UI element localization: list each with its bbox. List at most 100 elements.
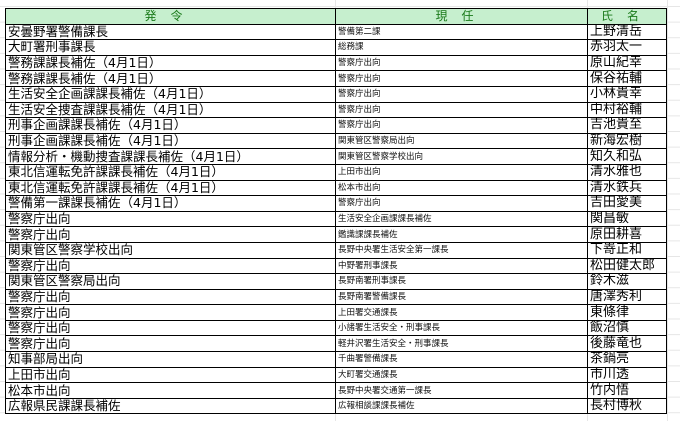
current-post-cell: 警察庁出向 bbox=[335, 101, 588, 119]
appointment-cell: 警察庁出向 bbox=[5, 226, 336, 243]
table-row: 知事部局出向 千曲署警備課長 茶鍋亮 bbox=[5, 351, 667, 368]
appointment-cell: 広報県民課課長補佐 bbox=[5, 397, 336, 415]
current-post-cell: 大町署交通課長 bbox=[335, 366, 588, 384]
current-post-cell: 長野南署刑事課長 bbox=[335, 273, 588, 290]
name-cell: 赤羽太一 bbox=[587, 39, 667, 56]
appointment-cell: 刑事企画課課長補佐（4月1日） bbox=[5, 117, 336, 134]
table-row: 警備第一課課長補佐（4月1日） 警察庁出向 吉田愛美 bbox=[5, 195, 667, 212]
current-post-cell: 関東管区警察学校出向 bbox=[335, 148, 588, 165]
table-row: 関東管区警察局出向 長野南署刑事課長 鈴木滋 bbox=[5, 273, 667, 290]
appointment-cell: 東北信運転免許課課長補佐（4月1日） bbox=[5, 163, 336, 181]
appointment-cell: 知事部局出向 bbox=[5, 351, 336, 368]
name-cell: 新海宏樹 bbox=[587, 132, 667, 150]
table-row: 生活安全企画課課長補佐（4月1日） 警察庁出向 小林貴幸 bbox=[5, 85, 667, 103]
appointment-cell: 上田市出向 bbox=[5, 366, 336, 384]
appointment-cell: 東北信運転免許課課長補佐（4月1日） bbox=[5, 179, 336, 197]
current-post-cell: 軽井沢署生活安全・刑事課長 bbox=[335, 335, 588, 353]
table-row: 情報分析・機動捜査課課長補佐（4月1日） 関東管区警察学校出向 知久和弘 bbox=[5, 148, 667, 165]
header-current-post: 現任 bbox=[335, 8, 588, 25]
appointment-cell: 情報分析・機動捜査課課長補佐（4月1日） bbox=[5, 148, 336, 165]
table-row: 大町署刑事課長 総務課 赤羽太一 bbox=[5, 39, 667, 56]
name-cell: 東條律 bbox=[587, 304, 667, 321]
current-post-cell: 千曲署警備課長 bbox=[335, 351, 588, 368]
name-cell: 清水雅也 bbox=[587, 163, 667, 181]
table-row: 警務課課長補佐（4月1日） 警察庁出向 原山紀幸 bbox=[5, 54, 667, 72]
header-row: 発令 現任 氏名 bbox=[5, 8, 667, 25]
name-cell: 関昌敏 bbox=[587, 210, 667, 228]
name-cell: 吉池貴至 bbox=[587, 117, 667, 134]
appointment-cell: 警察庁出向 bbox=[5, 257, 336, 275]
current-post-cell: 松本市出向 bbox=[335, 179, 588, 197]
current-post-cell: 広報相談課課長補佐 bbox=[335, 397, 588, 415]
name-cell: 松田健太郎 bbox=[587, 257, 667, 275]
name-cell: 原山紀幸 bbox=[587, 54, 667, 72]
name-cell: 上野清岳 bbox=[587, 23, 667, 41]
table-row: 警察庁出向 生活安全企画課課長補佐 関昌敏 bbox=[5, 210, 667, 228]
table-row: 刑事企画課課長補佐（4月1日） 警察庁出向 吉池貴至 bbox=[5, 117, 667, 134]
name-cell: 下嵜正和 bbox=[587, 241, 667, 259]
appointment-cell: 大町署刑事課長 bbox=[5, 39, 336, 56]
table-row: 警察庁出向 中野署刑事課長 松田健太郎 bbox=[5, 257, 667, 275]
name-cell: 鈴木滋 bbox=[587, 273, 667, 290]
current-post-cell: 警察庁出向 bbox=[335, 195, 588, 212]
current-post-cell: 警察庁出向 bbox=[335, 117, 588, 134]
current-post-cell: 関東管区警察局出向 bbox=[335, 132, 588, 150]
table-row: 安曇野署警備課長 警備第二課 上野清岳 bbox=[5, 23, 667, 41]
current-post-cell: 生活安全企画課課長補佐 bbox=[335, 210, 588, 228]
appointment-cell: 生活安全企画課課長補佐（4月1日） bbox=[5, 85, 336, 103]
appointment-cell: 警務課課長補佐（4月1日） bbox=[5, 70, 336, 87]
table-row: 広報県民課課長補佐 広報相談課課長補佐 長村博秋 bbox=[5, 397, 667, 415]
name-cell: 小林貴幸 bbox=[587, 85, 667, 103]
name-cell: 知久和弘 bbox=[587, 148, 667, 165]
name-cell: 原田耕喜 bbox=[587, 226, 667, 243]
current-post-cell: 警備第二課 bbox=[335, 23, 588, 41]
header-appointment: 発令 bbox=[5, 8, 336, 25]
appointment-cell: 警察庁出向 bbox=[5, 210, 336, 228]
table-row: 警察庁出向 軽井沢署生活安全・刑事課長 後藤竜也 bbox=[5, 335, 667, 353]
appointment-cell: 警察庁出向 bbox=[5, 304, 336, 321]
current-post-cell: 上田署交通課長 bbox=[335, 304, 588, 321]
appointment-cell: 松本市出向 bbox=[5, 382, 336, 399]
table-row: 東北信運転免許課課長補佐（4月1日） 松本市出向 清水鉄兵 bbox=[5, 179, 667, 197]
appointment-cell: 警察庁出向 bbox=[5, 335, 336, 353]
table-row: 生活安全捜査課課長補佐（4月1日） 警察庁出向 中村裕輔 bbox=[5, 101, 667, 119]
current-post-cell: 鑑識課課長補佐 bbox=[335, 226, 588, 243]
table-row: 警察庁出向 鑑識課課長補佐 原田耕喜 bbox=[5, 226, 667, 243]
name-cell: 唐澤秀利 bbox=[587, 288, 667, 306]
table-row: 警察庁出向 小諸署生活安全・刑事課長 飯沼慎 bbox=[5, 319, 667, 337]
appointment-cell: 生活安全捜査課課長補佐（4月1日） bbox=[5, 101, 336, 119]
current-post-cell: 総務課 bbox=[335, 39, 588, 56]
name-cell: 竹内悟 bbox=[587, 382, 667, 399]
table-row: 松本市出向 長野中央署交通第一課長 竹内悟 bbox=[5, 382, 667, 399]
current-post-cell: 警察庁出向 bbox=[335, 54, 588, 72]
table-row: 警察庁出向 上田署交通課長 東條律 bbox=[5, 304, 667, 321]
name-cell: 中村裕輔 bbox=[587, 101, 667, 119]
current-post-cell: 上田市出向 bbox=[335, 163, 588, 181]
table-row: 警務課課長補佐（4月1日） 警察庁出向 保谷祐輔 bbox=[5, 70, 667, 87]
name-cell: 保谷祐輔 bbox=[587, 70, 667, 87]
name-cell: 清水鉄兵 bbox=[587, 179, 667, 197]
appointment-cell: 警備第一課課長補佐（4月1日） bbox=[5, 195, 336, 212]
appointment-cell: 警察庁出向 bbox=[5, 288, 336, 306]
name-cell: 市川透 bbox=[587, 366, 667, 384]
appointment-cell: 関東管区警察局出向 bbox=[5, 273, 336, 290]
current-post-cell: 長野中央署交通第一課長 bbox=[335, 382, 588, 399]
name-cell: 吉田愛美 bbox=[587, 195, 667, 212]
current-post-cell: 警察庁出向 bbox=[335, 85, 588, 103]
table-row: 上田市出向 大町署交通課長 市川透 bbox=[5, 366, 667, 384]
name-cell: 長村博秋 bbox=[587, 397, 667, 415]
appointment-cell: 安曇野署警備課長 bbox=[5, 23, 336, 41]
current-post-cell: 小諸署生活安全・刑事課長 bbox=[335, 319, 588, 337]
appointment-cell: 関東管区警察学校出向 bbox=[5, 241, 336, 259]
name-cell: 飯沼慎 bbox=[587, 319, 667, 337]
current-post-cell: 長野南署警備課長 bbox=[335, 288, 588, 306]
name-cell: 茶鍋亮 bbox=[587, 351, 667, 368]
appointment-cell: 警察庁出向 bbox=[5, 319, 336, 337]
appointment-cell: 刑事企画課課長補佐（4月1日） bbox=[5, 132, 336, 150]
current-post-cell: 長野中央署生活安全第一課長 bbox=[335, 241, 588, 259]
name-cell: 後藤竜也 bbox=[587, 335, 667, 353]
appointment-cell: 警務課課長補佐（4月1日） bbox=[5, 54, 336, 72]
current-post-cell: 警察庁出向 bbox=[335, 70, 588, 87]
personnel-table: 発令 現任 氏名 安曇野署警備課長 警備第二課 上野清岳 大町署刑事課長 総務課 赤羽太一… bbox=[5, 8, 667, 415]
personnel-table-wrapper: 発令 現任 氏名 安曇野署警備課長 警備第二課 上野清岳 大町署刑事課長 総務課 赤羽太一… bbox=[5, 8, 667, 415]
